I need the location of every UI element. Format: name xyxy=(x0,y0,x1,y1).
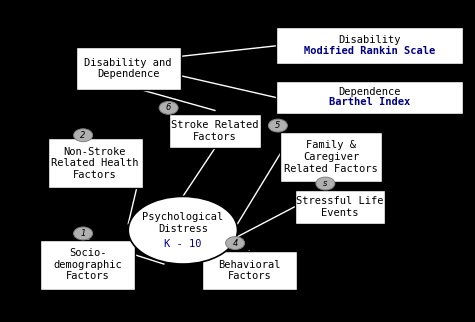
Circle shape xyxy=(74,129,93,142)
FancyBboxPatch shape xyxy=(276,80,463,114)
FancyBboxPatch shape xyxy=(76,47,180,90)
Circle shape xyxy=(268,119,287,132)
Text: K - 10: K - 10 xyxy=(164,240,201,250)
FancyBboxPatch shape xyxy=(48,138,142,188)
FancyBboxPatch shape xyxy=(202,251,297,290)
Text: Modified Rankin Scale: Modified Rankin Scale xyxy=(304,46,435,56)
Text: 4: 4 xyxy=(232,239,238,248)
FancyBboxPatch shape xyxy=(294,190,385,224)
Text: Family &
Caregiver
Related Factors: Family & Caregiver Related Factors xyxy=(285,140,378,174)
Text: 1: 1 xyxy=(80,229,86,238)
Text: 5: 5 xyxy=(275,121,281,130)
Text: Barthel Index: Barthel Index xyxy=(329,98,410,108)
Ellipse shape xyxy=(128,196,238,264)
Text: Dependence: Dependence xyxy=(338,87,400,97)
FancyBboxPatch shape xyxy=(40,240,135,290)
Text: Socio-
demographic
Factors: Socio- demographic Factors xyxy=(54,248,122,281)
Circle shape xyxy=(74,227,93,240)
Text: Disability and
Dependence: Disability and Dependence xyxy=(85,58,172,79)
Text: 6: 6 xyxy=(166,103,171,112)
Text: s: s xyxy=(323,179,328,188)
Text: Stroke Related
Factors: Stroke Related Factors xyxy=(171,120,259,142)
Text: Psychological
Distress: Psychological Distress xyxy=(142,212,224,233)
Text: Stressful Life
Events: Stressful Life Events xyxy=(296,196,383,218)
Circle shape xyxy=(316,177,335,190)
Text: 2: 2 xyxy=(80,131,86,140)
Text: Disability: Disability xyxy=(338,35,400,45)
Circle shape xyxy=(226,237,245,250)
Text: Behavioral
Factors: Behavioral Factors xyxy=(218,260,281,281)
Circle shape xyxy=(159,101,178,114)
FancyBboxPatch shape xyxy=(276,27,463,64)
FancyBboxPatch shape xyxy=(280,132,382,182)
FancyBboxPatch shape xyxy=(169,114,261,148)
Text: Non-Stroke
Related Health
Factors: Non-Stroke Related Health Factors xyxy=(51,147,139,180)
